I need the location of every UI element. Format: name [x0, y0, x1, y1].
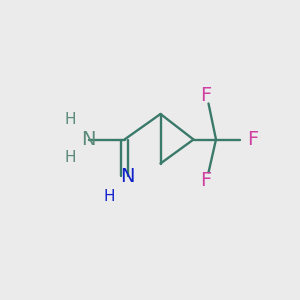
Text: F: F [200, 86, 211, 106]
Text: H: H [104, 189, 115, 204]
Text: N: N [120, 167, 135, 187]
Text: H: H [65, 112, 76, 128]
Text: N: N [81, 130, 96, 149]
Text: F: F [248, 130, 259, 149]
Text: F: F [200, 170, 211, 190]
Text: H: H [65, 150, 76, 165]
